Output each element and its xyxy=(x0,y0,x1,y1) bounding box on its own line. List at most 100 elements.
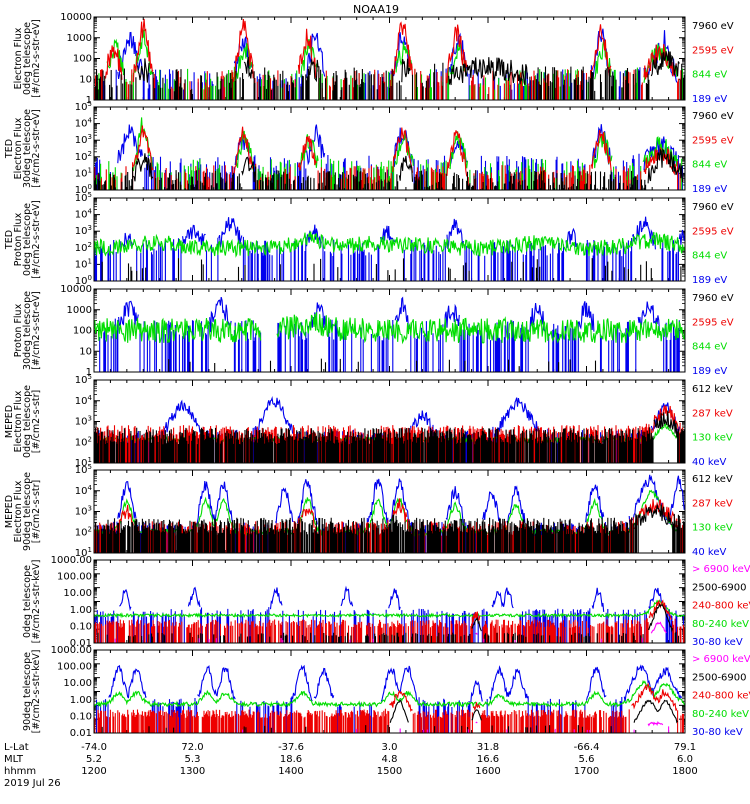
footer-lat-value: 79.1 xyxy=(674,742,696,753)
footer-lat-value: 31.8 xyxy=(477,742,499,753)
legend-entry: 30-80 keV xyxy=(692,637,743,648)
footer-label-mlt: MLT xyxy=(4,754,24,765)
noaa19-figure: NOAA19 1 10 100 1000 10000 Electron Flux 0deg … xyxy=(0,0,750,800)
legend-entry: 844 eV xyxy=(692,160,727,171)
legend-entry: 7960 eV xyxy=(692,21,734,32)
legend-entry: 612 keV xyxy=(692,384,733,395)
ytick-label: 10.00 xyxy=(63,678,92,689)
ytick-label: 1.00 xyxy=(70,695,92,706)
ytick-label: 100.00 xyxy=(57,662,92,673)
legend-entry: 240-800 keV xyxy=(692,691,750,702)
legend-entry: 844 eV xyxy=(692,251,727,262)
ytick-label: 105 xyxy=(75,100,92,113)
ylabel-line: [#/cm2-s-str-eV] xyxy=(31,19,42,98)
ytick-label: 100 xyxy=(73,54,92,65)
ylabel-line: [#/cm2-s-str-eV] xyxy=(31,109,42,188)
ytick-label: 10 xyxy=(79,74,92,85)
plot-area xyxy=(94,117,685,190)
ytick-label: 103 xyxy=(75,415,92,428)
legend-entry: 844 eV xyxy=(692,342,727,353)
footer-hhmm-value: 1200 xyxy=(81,766,106,777)
ytick-label: 0.01 xyxy=(70,728,92,739)
footer-hhmm-value: 1800 xyxy=(672,766,697,777)
footer-hhmm-value: 1700 xyxy=(574,766,599,777)
legend-entry: > 6900 keV xyxy=(692,564,750,575)
legend-entry: 2595 eV xyxy=(692,45,734,56)
figure-title: NOAA19 xyxy=(353,3,399,16)
ytick-label: 104 xyxy=(75,208,93,221)
legend-entry: 844 eV xyxy=(692,70,727,81)
legend-entry: 80-240 keV xyxy=(692,709,749,720)
ytick-label: 105 xyxy=(75,373,92,386)
footer-lat-value: -37.6 xyxy=(278,742,304,753)
ylabel-line: [#/cm2-s-str] xyxy=(31,390,42,453)
orbit-footer: L-Lat MLT hhmm 2019 Jul 26 -74.05.21200 7… xyxy=(4,742,698,789)
ytick-label: 0.10 xyxy=(70,711,92,722)
legend-entry: 189 eV xyxy=(692,366,727,377)
ytick-label: 1000 xyxy=(67,305,92,316)
ytick-label: 103 xyxy=(75,133,92,146)
ylabel-line: [#/cm2-s-str] xyxy=(31,480,42,543)
footer-hhmm-value: 1400 xyxy=(278,766,303,777)
ylabel-line: [#/cm2-s-str-eV] xyxy=(31,291,42,370)
plot-area xyxy=(94,475,685,553)
ytick-label: 103 xyxy=(75,505,92,518)
legend-entry: 2500-6900 xyxy=(692,582,747,593)
ylabel-line: [#/cm2-s-str-keV] xyxy=(31,560,42,644)
ytick-label: 101 xyxy=(75,166,92,179)
legend-entry: 287 keV xyxy=(692,498,733,509)
plot-area xyxy=(94,666,685,733)
ytick-label: 1.00 xyxy=(70,605,92,616)
legend-entry: 189 eV xyxy=(692,275,727,286)
footer-lat-value: 72.0 xyxy=(181,742,203,753)
footer-L-value: 5.3 xyxy=(185,754,201,765)
legend-entry: 612 keV xyxy=(692,474,733,485)
ytick-label: 10 xyxy=(79,346,92,357)
footer-L-value: 16.6 xyxy=(477,754,499,765)
ytick-label: 0.10 xyxy=(70,621,92,632)
footer-label-lat: L-Lat xyxy=(4,742,29,753)
footer-hhmm-value: 1500 xyxy=(377,766,402,777)
ytick-label: 105 xyxy=(75,463,92,476)
ytick-label: 103 xyxy=(75,224,92,237)
footer-L-value: 5.2 xyxy=(86,754,102,765)
footer-label-hhmm: hhmm xyxy=(4,766,36,777)
legend-entry: 40 keV xyxy=(692,457,726,468)
legend-entry: 7960 eV xyxy=(692,111,734,122)
legend-entry: 130 keV xyxy=(692,433,733,444)
ytick-label: 1000.00 xyxy=(51,555,92,566)
legend-entry: 2595 eV xyxy=(692,317,734,328)
ytick-label: 102 xyxy=(75,435,92,448)
legend-entry: 7960 eV xyxy=(692,202,734,213)
legend-entry: 80-240 keV xyxy=(692,619,749,630)
series-80-240-kev xyxy=(94,681,685,706)
ytick-label: 10000 xyxy=(60,284,92,295)
footer-L-value: 18.6 xyxy=(280,754,302,765)
ytick-label: 10.00 xyxy=(63,588,92,599)
footer-date: 2019 Jul 26 xyxy=(4,778,61,789)
ylabel-line: [#/cm2-s-str-eV] xyxy=(31,200,42,279)
legend-entry: 130 keV xyxy=(692,523,733,534)
ytick-label: 1000 xyxy=(67,33,92,44)
ytick-label: 10000 xyxy=(60,12,92,23)
legend-entry: 40 keV xyxy=(692,547,726,558)
ytick-label: 100 xyxy=(73,326,92,337)
footer-L-value: 5.6 xyxy=(579,754,595,765)
footer-L-value: 6.0 xyxy=(677,754,693,765)
legend-entry: 2500-6900 xyxy=(692,672,747,683)
footer-lat-value: -74.0 xyxy=(81,742,107,753)
ytick-label: 102 xyxy=(75,525,92,538)
ytick-label: 100.00 xyxy=(57,572,92,583)
plot-area xyxy=(94,297,685,372)
ytick-label: 102 xyxy=(75,241,92,254)
footer-L-value: 4.8 xyxy=(382,754,398,765)
plot-area xyxy=(94,19,685,100)
legend-entry: 2595 eV xyxy=(692,226,734,237)
legend-entry: 240-800 keV xyxy=(692,601,750,612)
